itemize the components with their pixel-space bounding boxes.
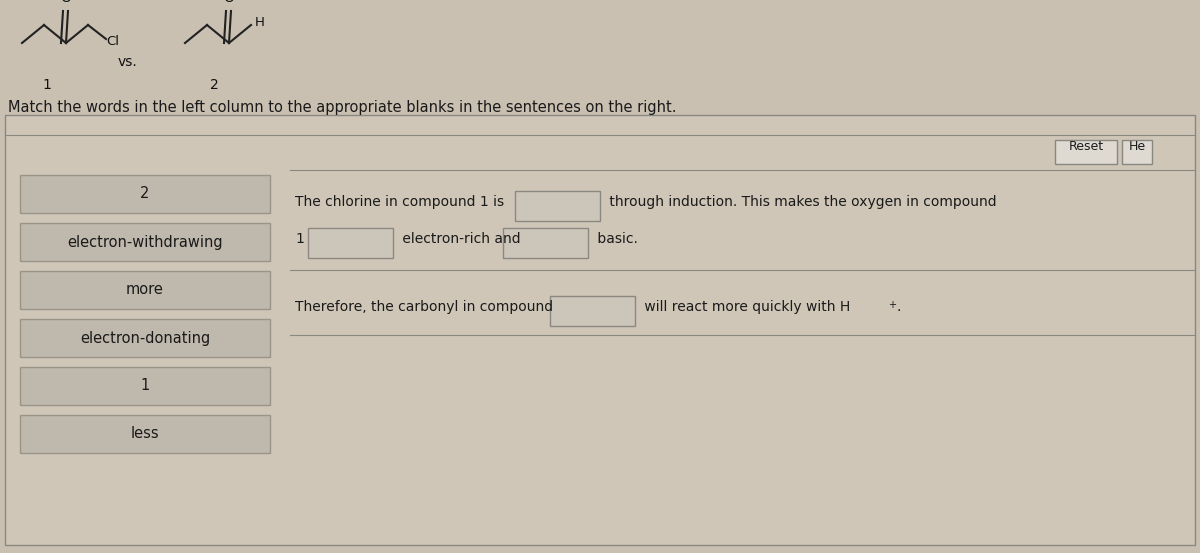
Text: will react more quickly with H: will react more quickly with H: [640, 300, 851, 314]
Bar: [5, 115, 1195, 545]
Text: 1: 1: [42, 78, 50, 92]
Text: vs.: vs.: [118, 55, 138, 69]
Text: O: O: [60, 0, 72, 5]
Text: electron-withdrawing: electron-withdrawing: [67, 234, 223, 249]
Text: basic.: basic.: [593, 232, 638, 246]
Text: He: He: [1128, 140, 1146, 153]
Text: electron-donating: electron-donating: [80, 331, 210, 346]
Text: Cl: Cl: [106, 35, 119, 48]
Text: +: +: [888, 300, 896, 310]
Bar: [1122, 140, 1152, 164]
Text: Therefore, the carbonyl in compound: Therefore, the carbonyl in compound: [295, 300, 553, 314]
Bar: [515, 191, 600, 221]
Text: more: more: [126, 283, 164, 298]
Text: .: .: [896, 300, 900, 314]
Bar: [308, 228, 394, 258]
Bar: [20, 223, 270, 261]
Bar: [20, 319, 270, 357]
Text: O: O: [223, 0, 234, 5]
Bar: [550, 296, 635, 326]
Bar: [20, 271, 270, 309]
Text: through induction. This makes the oxygen in compound: through induction. This makes the oxygen…: [605, 195, 997, 209]
Bar: [503, 228, 588, 258]
Text: Match the words in the left column to the appropriate blanks in the sentences on: Match the words in the left column to th…: [8, 100, 677, 115]
Text: 2: 2: [140, 186, 150, 201]
Bar: [20, 415, 270, 453]
Text: 1: 1: [295, 232, 304, 246]
Text: H: H: [256, 17, 265, 29]
Text: 2: 2: [210, 78, 218, 92]
Text: electron-rich and: electron-rich and: [398, 232, 521, 246]
Text: The chlorine in compound 1 is: The chlorine in compound 1 is: [295, 195, 504, 209]
Bar: [20, 367, 270, 405]
Bar: [1055, 140, 1117, 164]
Text: 1: 1: [140, 378, 150, 394]
Text: less: less: [131, 426, 160, 441]
Text: Reset: Reset: [1068, 140, 1104, 153]
Bar: [20, 175, 270, 213]
